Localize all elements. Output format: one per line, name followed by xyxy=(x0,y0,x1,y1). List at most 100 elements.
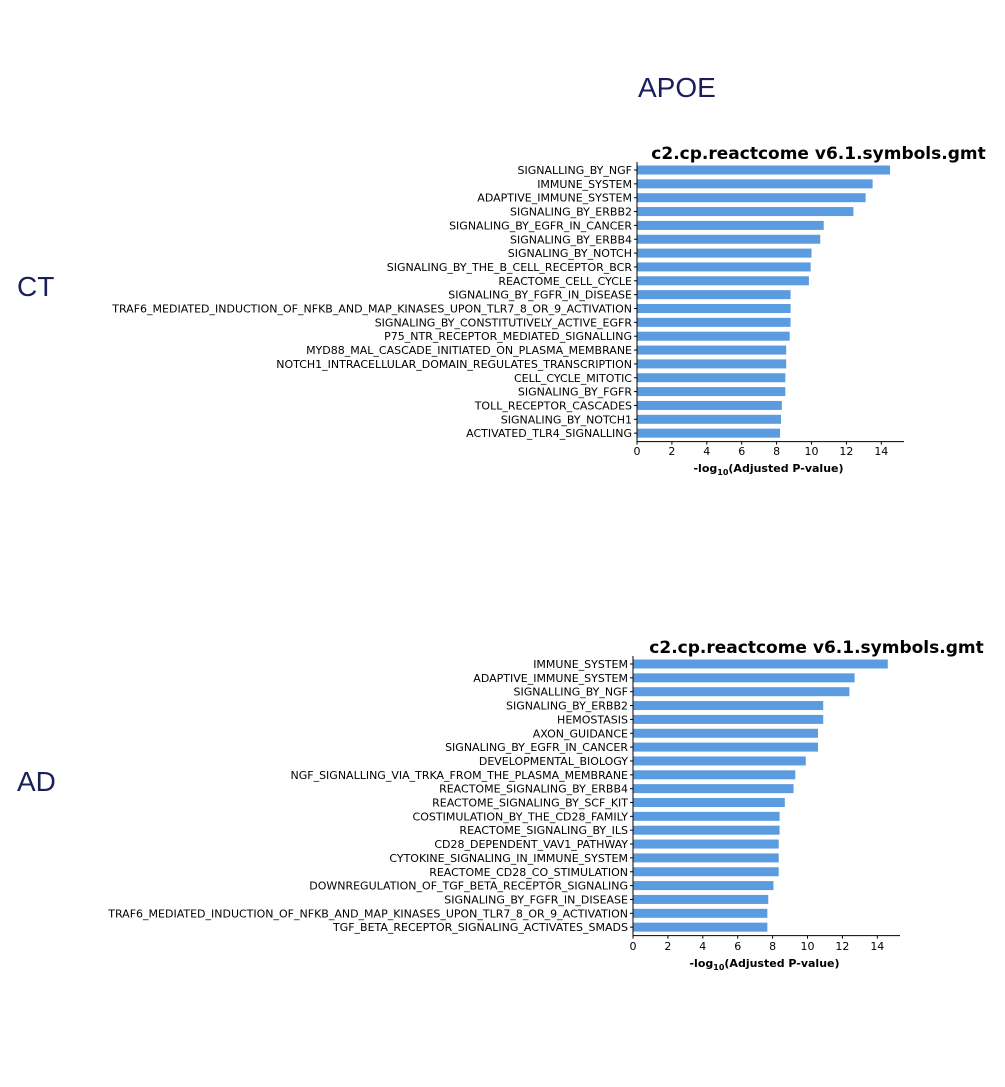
category-label: SIGNALLING_BY_NGF xyxy=(517,164,632,177)
category-label: ADAPTIVE_IMMUNE_SYSTEM xyxy=(477,192,632,205)
category-label: SIGNALING_BY_CONSTITUTIVELY_ACTIVE_EGFR xyxy=(375,316,633,329)
category-label: CELL_CYCLE_MITOTIC xyxy=(514,372,632,385)
bar xyxy=(633,811,780,821)
x-tick-label: 8 xyxy=(769,940,776,953)
x-tick-label: 14 xyxy=(870,940,884,953)
bar xyxy=(633,867,779,877)
group-label-ad: AD xyxy=(17,766,56,797)
category-label: SIGNALING_BY_ERBB2 xyxy=(510,206,632,219)
bar xyxy=(637,179,873,189)
bar xyxy=(633,839,779,849)
category-label: REACTOME_SIGNALING_BY_ILS xyxy=(459,824,628,837)
x-tick-label: 2 xyxy=(668,445,675,458)
category-label: SIGNALING_BY_NOTCH1 xyxy=(501,413,632,426)
x-tick-label: 8 xyxy=(773,445,780,458)
category-label: TRAF6_MEDIATED_INDUCTION_OF_NFKB_AND_MAP… xyxy=(111,303,632,316)
bar xyxy=(637,359,787,369)
chart-title: c2.cp.reactcome v6.1.symbols.gmt xyxy=(651,144,985,164)
bar xyxy=(633,742,818,752)
bar xyxy=(633,825,780,835)
bar xyxy=(637,220,824,230)
category-label: CD28_DEPENDENT_VAV1_PATHWAY xyxy=(434,838,628,851)
x-tick-label: 2 xyxy=(664,940,671,953)
x-tick-label: 12 xyxy=(839,445,853,458)
bar xyxy=(633,853,779,863)
bar xyxy=(637,345,787,355)
bar xyxy=(633,908,768,918)
x-tick-label: 14 xyxy=(874,445,888,458)
bar xyxy=(637,400,782,410)
category-label: NOTCH1_INTRACELLULAR_DOMAIN_REGULATES_TR… xyxy=(276,358,632,371)
category-label: HEMOSTASIS xyxy=(557,713,628,726)
bar xyxy=(637,317,791,327)
category-label: MYD88_MAL_CASCADE_INITIATED_ON_PLASMA_ME… xyxy=(306,344,632,357)
bar xyxy=(637,262,811,272)
category-label: NGF_SIGNALLING_VIA_TRKA_FROM_THE_PLASMA_… xyxy=(290,769,628,782)
category-label: ACTIVATED_TLR4_SIGNALLING xyxy=(466,427,632,440)
bar xyxy=(637,373,786,383)
category-label: REACTOME_CELL_CYCLE xyxy=(498,275,632,288)
bar xyxy=(637,234,821,244)
category-label: TGF_BETA_RECEPTOR_SIGNALING_ACTIVATES_SM… xyxy=(332,921,628,934)
bar xyxy=(637,304,791,313)
x-tick-label: 0 xyxy=(630,940,637,953)
category-label: SIGNALING_BY_EGFR_IN_CANCER xyxy=(449,219,632,232)
category-label: ADAPTIVE_IMMUNE_SYSTEM xyxy=(473,672,628,685)
category-label: IMMUNE_SYSTEM xyxy=(533,658,628,671)
category-label: REACTOME_SIGNALING_BY_ERBB4 xyxy=(439,783,628,796)
x-tick-label: 10 xyxy=(801,940,815,953)
bar xyxy=(637,276,809,286)
x-axis-label: -log10(Adjusted P-value) xyxy=(689,957,839,972)
bar xyxy=(633,714,824,724)
category-label: SIGNALING_BY_FGFR xyxy=(518,386,632,399)
category-label: SIGNALING_BY_NOTCH xyxy=(508,247,632,260)
bar xyxy=(637,207,854,217)
x-tick-label: 6 xyxy=(734,940,741,953)
category-label: COSTIMULATION_BY_THE_CD28_FAMILY xyxy=(413,810,629,823)
category-label: P75_NTR_RECEPTOR_MEDIATED_SIGNALLING xyxy=(384,330,632,343)
category-label: SIGNALING_BY_ERBB4 xyxy=(510,233,632,246)
bar xyxy=(633,922,768,932)
x-tick-label: 6 xyxy=(738,445,745,458)
x-tick-label: 4 xyxy=(699,940,706,953)
bar xyxy=(633,659,888,669)
bar xyxy=(633,770,796,780)
category-label: SIGNALING_BY_THE_B_CELL_RECEPTOR_BCR xyxy=(387,261,633,274)
category-label: REACTOME_SIGNALING_BY_SCF_KIT xyxy=(432,797,628,810)
x-tick-label: 0 xyxy=(634,445,641,458)
bar xyxy=(637,387,786,397)
category-label: SIGNALING_BY_FGFR_IN_DISEASE xyxy=(444,893,628,906)
category-label: AXON_GUIDANCE xyxy=(533,727,628,740)
category-label: SIGNALING_BY_ERBB2 xyxy=(506,700,628,713)
group-label-ct: CT xyxy=(17,271,55,302)
bar xyxy=(633,687,850,697)
bar xyxy=(637,248,812,258)
bar xyxy=(633,881,774,891)
bar xyxy=(633,701,824,711)
bar xyxy=(637,428,781,438)
category-label: DOWNREGULATION_OF_TGF_BETA_RECEPTOR_SIGN… xyxy=(309,880,628,893)
bar xyxy=(633,894,769,904)
chart-title: c2.cp.reactcome v6.1.symbols.gmt xyxy=(649,638,983,658)
bar xyxy=(637,290,791,300)
bar xyxy=(637,193,866,203)
bar xyxy=(633,728,818,738)
category-label: SIGNALING_BY_FGFR_IN_DISEASE xyxy=(448,289,632,302)
category-label: TRAF6_MEDIATED_INDUCTION_OF_NFKB_AND_MAP… xyxy=(107,907,628,920)
category-label: SIGNALLING_BY_NGF xyxy=(513,686,628,699)
bar xyxy=(637,331,790,341)
category-label: CYTOKINE_SIGNALING_IN_IMMUNE_SYSTEM xyxy=(389,852,628,865)
category-label: SIGNALING_BY_EGFR_IN_CANCER xyxy=(445,741,628,754)
x-tick-label: 4 xyxy=(703,445,710,458)
bar xyxy=(637,414,781,424)
category-label: IMMUNE_SYSTEM xyxy=(537,178,632,191)
bar xyxy=(633,798,785,807)
x-tick-label: 10 xyxy=(805,445,819,458)
bar xyxy=(633,756,806,766)
bar xyxy=(633,784,794,794)
x-tick-label: 12 xyxy=(835,940,849,953)
bar xyxy=(637,165,891,175)
category-label: TOLL_RECEPTOR_CASCADES xyxy=(474,399,632,412)
